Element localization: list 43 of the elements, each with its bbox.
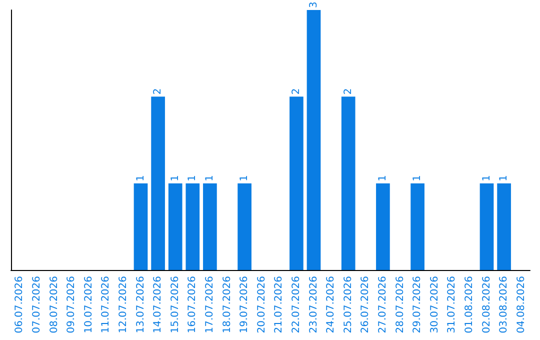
data-label: 1 (412, 174, 424, 182)
x-tick-label: 01.08.2026 (464, 276, 475, 334)
x-tick-label: 17.07.2026 (204, 276, 216, 334)
x-tick-label: 16.07.2026 (187, 276, 198, 334)
x-tick-label: 12.07.2026 (118, 276, 129, 334)
x-tick-label: 27.07.2026 (377, 276, 388, 334)
x-tick-label: 20.07.2026 (256, 276, 268, 334)
data-label: 2 (290, 88, 302, 95)
x-tick-label: 23.07.2026 (308, 276, 320, 334)
data-label: 1 (204, 174, 216, 182)
data-label: 1 (377, 174, 388, 182)
x-tick-label: 15.07.2026 (170, 276, 181, 334)
x-tick-label: 13.07.2026 (135, 276, 146, 334)
x-tick-label: 29.07.2026 (412, 276, 424, 334)
data-label: 3 (308, 2, 320, 8)
x-tick-label: 06.07.2026 (14, 276, 26, 334)
data-label: 1 (239, 174, 250, 182)
x-tick-label: 09.07.2026 (66, 276, 78, 334)
x-tick-label: 21.07.2026 (274, 276, 285, 334)
data-label: 1 (170, 174, 181, 182)
data-label: 1 (498, 174, 510, 182)
x-tick-label: 04.08.2026 (516, 276, 527, 334)
x-tick-label: 30.07.2026 (429, 276, 440, 334)
x-tick-label: 25.07.2026 (342, 276, 354, 334)
x-tick-label: 19.07.2026 (239, 276, 250, 334)
data-label: 2 (152, 88, 164, 95)
x-tick-label: 11.07.2026 (100, 276, 112, 334)
x-tick-label: 08.07.2026 (48, 276, 60, 334)
data-label: 1 (187, 174, 198, 182)
data-label: 1 (135, 174, 146, 182)
x-tick-label: 26.07.2026 (360, 276, 372, 334)
x-tick-label: 24.07.2026 (326, 276, 337, 334)
x-tick-label: 14.07.2026 (152, 276, 164, 334)
x-tick-label: 22.07.2026 (290, 276, 302, 334)
data-label: 1 (481, 174, 492, 182)
x-tick-label: 31.07.2026 (446, 276, 458, 334)
x-tick-label: 03.08.2026 (498, 276, 510, 334)
x-tick-label: 02.08.2026 (481, 276, 492, 334)
x-tick-label: 18.07.2026 (222, 276, 233, 334)
x-tick-label: 07.07.2026 (31, 276, 42, 334)
x-tick-label: 28.07.2026 (394, 276, 406, 334)
x-tick-label: 10.07.2026 (83, 276, 94, 334)
data-label: 2 (342, 88, 354, 95)
